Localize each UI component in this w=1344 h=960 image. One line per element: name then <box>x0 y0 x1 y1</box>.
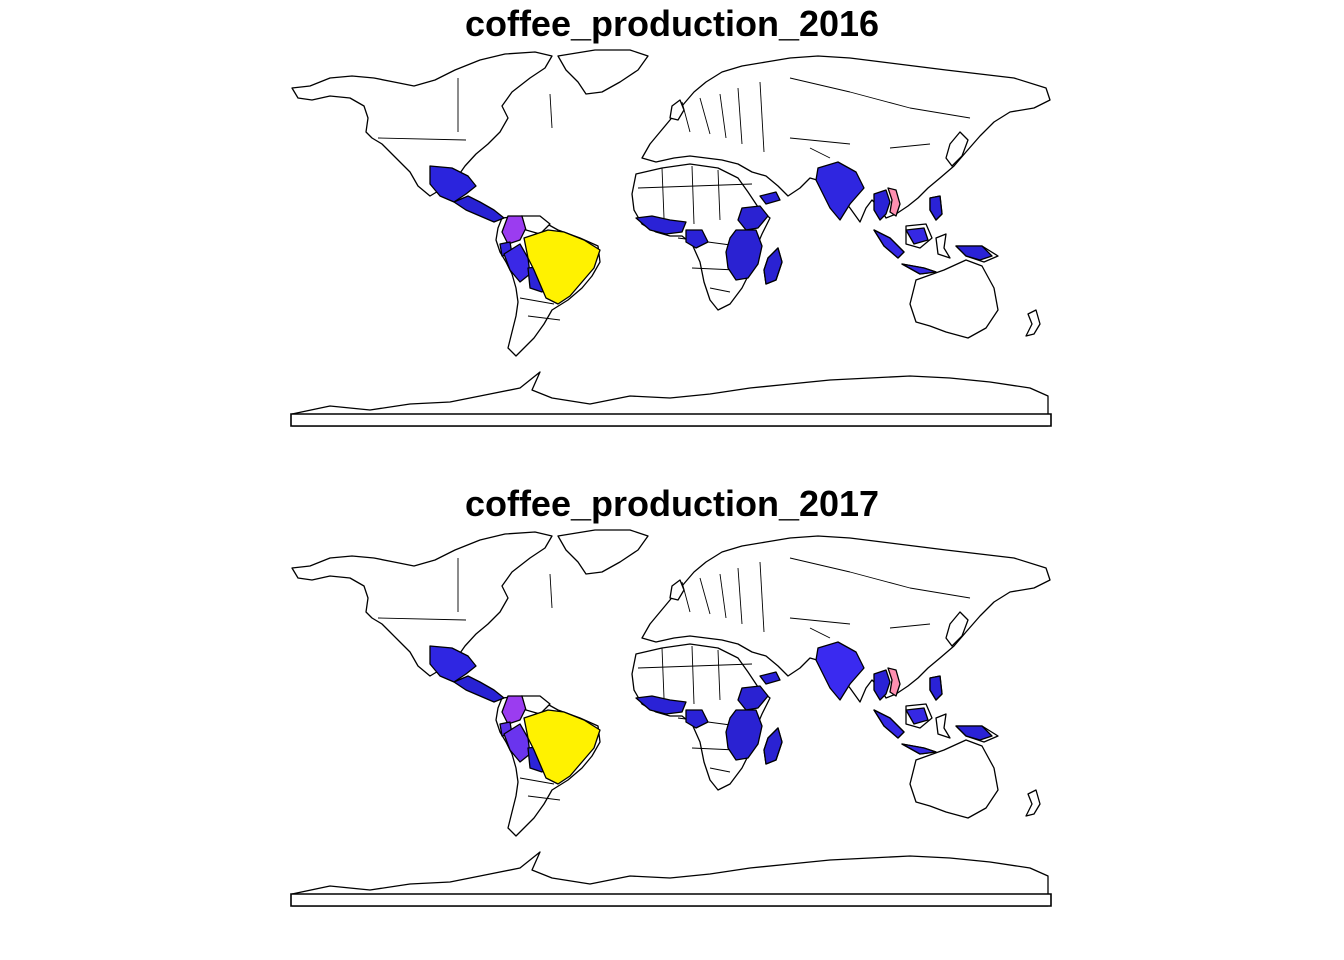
country-border <box>527 315 561 321</box>
country-central-africa <box>685 229 709 249</box>
land-uk <box>669 579 685 601</box>
country-border <box>549 93 553 129</box>
land-sulawesi <box>935 233 951 259</box>
land-sulawesi <box>935 713 951 739</box>
world-map <box>290 49 1052 427</box>
country-vietnam <box>887 187 901 217</box>
country-border <box>789 557 851 573</box>
country-border <box>719 573 727 619</box>
country-border <box>809 147 831 159</box>
country-india <box>815 161 865 221</box>
land-north-america <box>291 531 553 677</box>
country-border <box>789 77 851 93</box>
country-border <box>637 663 753 669</box>
country-indonesia <box>873 227 937 275</box>
country-border <box>691 165 695 225</box>
country-laos-thailand <box>873 189 891 221</box>
map-bottom-frame <box>290 893 1052 907</box>
land-antarctica <box>291 851 1049 907</box>
land-new-zealand <box>1025 309 1041 337</box>
land-north-america <box>291 51 553 197</box>
land-eurasia <box>641 535 1051 703</box>
country-indonesia <box>873 707 937 755</box>
country-png <box>955 245 993 261</box>
country-philippines <box>929 675 943 701</box>
land-greenland <box>557 49 649 95</box>
country-border <box>519 297 555 305</box>
country-central-africa <box>685 709 709 729</box>
country-west-africa <box>635 215 687 235</box>
land-new-zealand <box>1025 789 1041 817</box>
country-philippines <box>929 195 943 221</box>
country-border <box>527 795 561 801</box>
country-border <box>717 169 721 221</box>
country-border <box>709 287 731 293</box>
land-australia <box>909 739 999 819</box>
country-border <box>691 645 695 705</box>
country-central-america <box>453 195 505 223</box>
country-border <box>699 97 711 135</box>
country-border <box>661 167 665 219</box>
country-brazil <box>523 709 601 785</box>
country-mexico <box>429 165 477 203</box>
country-border <box>889 143 931 149</box>
map-panel-2016: coffee_production_2016 <box>290 3 1052 427</box>
world-map <box>290 529 1052 907</box>
country-border <box>637 183 753 189</box>
country-border <box>849 571 911 589</box>
country-border <box>737 87 743 145</box>
country-png <box>955 725 993 741</box>
country-border <box>681 581 691 613</box>
country-border <box>717 649 721 701</box>
country-border <box>909 107 971 119</box>
country-border <box>759 81 765 153</box>
land-japan <box>945 611 969 647</box>
map-bottom-frame <box>290 413 1052 427</box>
country-border <box>681 101 691 133</box>
country-border <box>759 561 765 633</box>
country-border <box>789 137 851 145</box>
country-border <box>909 587 971 599</box>
land-eurasia <box>641 55 1051 223</box>
country-laos-thailand <box>873 669 891 701</box>
map-panel-2017: coffee_production_2017 <box>0 480 1344 960</box>
country-border <box>377 137 467 141</box>
country-border <box>699 577 711 615</box>
country-yemen <box>759 671 781 685</box>
country-mexico <box>429 645 477 683</box>
country-border <box>377 617 467 621</box>
land-greenland <box>557 529 649 575</box>
country-vietnam <box>887 667 901 697</box>
country-west-africa <box>635 695 687 715</box>
land-antarctica <box>291 371 1049 427</box>
panel-title: coffee_production_2016 <box>464 3 880 44</box>
country-border <box>849 91 911 109</box>
country-border <box>889 623 931 629</box>
country-border <box>809 627 831 639</box>
country-madagascar <box>763 247 783 285</box>
country-ethiopia <box>737 685 769 711</box>
land-japan <box>945 131 969 167</box>
land-uk <box>669 99 685 121</box>
panel-title: coffee_production_2017 <box>464 483 880 524</box>
country-border <box>519 777 555 785</box>
country-venezuela <box>521 215 551 235</box>
land-australia <box>909 259 999 339</box>
country-border <box>549 573 553 609</box>
country-india <box>815 641 865 701</box>
country-border <box>719 93 727 139</box>
country-central-america <box>453 675 505 703</box>
country-madagascar <box>763 727 783 765</box>
country-border <box>789 617 851 625</box>
country-ethiopia <box>737 205 769 231</box>
country-east-africa <box>725 229 763 281</box>
country-east-africa <box>725 709 763 761</box>
country-border <box>737 567 743 625</box>
country-venezuela <box>521 695 551 715</box>
country-yemen <box>759 191 781 205</box>
country-brazil <box>523 229 601 305</box>
country-border <box>661 647 665 699</box>
country-border <box>709 767 731 773</box>
